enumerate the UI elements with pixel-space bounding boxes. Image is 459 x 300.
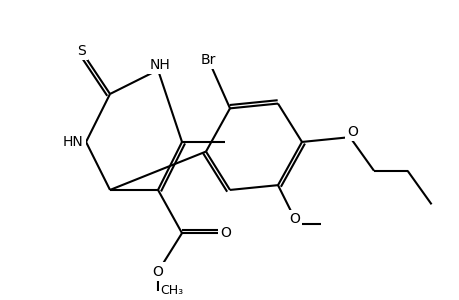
Text: HN: HN [63,135,84,149]
Text: Br: Br [200,53,216,68]
Text: NH: NH [150,58,170,72]
Text: CH₃: CH₃ [160,284,183,297]
Text: O: O [219,226,230,240]
Text: S: S [77,44,85,58]
Text: O: O [346,125,357,140]
Text: O: O [289,212,300,226]
Text: O: O [152,265,163,278]
